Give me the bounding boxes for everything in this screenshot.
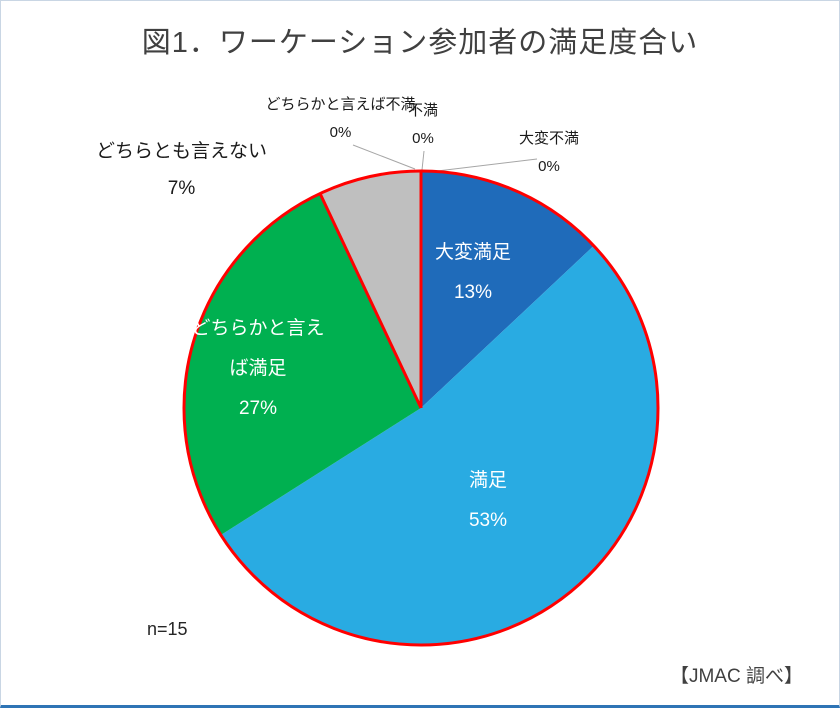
sample-size-label: n=15 — [147, 619, 188, 639]
pie-slices — [184, 171, 659, 646]
pie-outline — [182, 169, 660, 647]
source-label: 【JMAC 調べ】 — [669, 666, 803, 687]
slice-label-satisfied: 満足 53% — [428, 461, 548, 541]
slice-pct-text: 7% — [167, 178, 196, 199]
slice-label-very-satisfied: 大変満足 13% — [413, 233, 533, 313]
slice-label-text: 満足 — [468, 470, 507, 491]
slice-label-text: 大変不満 — [518, 130, 579, 147]
slice-label-dissatisfied: 不満 0% — [393, 97, 453, 153]
slice-pct-text: 13% — [453, 282, 493, 303]
slice-label-neither: どちらとも言えない 7% — [89, 133, 274, 207]
slice-label-text: どちらかと言えば不満 — [265, 96, 416, 113]
pie-slice-very-satisfied[interactable] — [421, 171, 594, 408]
slice-pct-text: 0% — [329, 124, 352, 141]
slice-pct-text: 27% — [238, 398, 278, 419]
slice-label-text: ば満足 — [229, 358, 287, 379]
leader-line-dissatisfied — [421, 150, 425, 171]
pie-slice-somewhat-satisfied[interactable] — [184, 193, 421, 535]
slice-label-text: 不満 — [407, 102, 438, 119]
pie-slice-satisfied[interactable] — [220, 245, 659, 646]
slice-label-very-dissatisfied: 大変不満 0% — [509, 125, 589, 181]
slice-label-text: どちらとも言えない — [95, 141, 267, 162]
leader-line-very-dissatisfied — [428, 158, 538, 173]
slice-pct-text: 0% — [412, 130, 434, 147]
slice-label-text: 大変満足 — [434, 242, 511, 263]
slice-label-somewhat-dissatisfied: どちらかと言えば不満 0% — [253, 91, 428, 147]
slice-pct-text: 53% — [468, 510, 508, 531]
slice-label-somewhat-satisfied: どちらかと言え ば満足 27% — [184, 309, 332, 429]
pie-slice-neither[interactable] — [320, 171, 421, 408]
chart-title: 図1．ワーケーション参加者の満足度合い — [141, 27, 699, 59]
leader-line-somewhat-dissatisfied — [352, 144, 416, 170]
slice-label-text: どちらかと言え — [191, 318, 325, 339]
slice-pct-text: 0% — [538, 158, 560, 175]
pie-divider-line — [318, 192, 423, 409]
leader-lines — [352, 144, 538, 173]
